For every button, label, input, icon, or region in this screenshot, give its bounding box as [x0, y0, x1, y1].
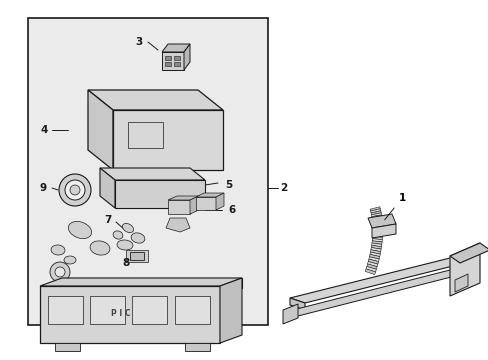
- Polygon shape: [367, 259, 378, 264]
- Ellipse shape: [122, 224, 133, 233]
- Polygon shape: [370, 245, 381, 249]
- Polygon shape: [130, 252, 143, 260]
- Polygon shape: [283, 304, 297, 324]
- Text: 3: 3: [136, 37, 142, 47]
- Ellipse shape: [64, 256, 76, 264]
- Polygon shape: [366, 264, 376, 269]
- Polygon shape: [368, 257, 378, 262]
- Polygon shape: [371, 215, 381, 219]
- Circle shape: [59, 174, 91, 206]
- Polygon shape: [370, 247, 380, 252]
- Text: 8: 8: [122, 258, 129, 268]
- Polygon shape: [55, 343, 80, 351]
- Circle shape: [65, 180, 85, 200]
- Polygon shape: [164, 62, 171, 66]
- Polygon shape: [372, 228, 382, 230]
- Polygon shape: [370, 250, 380, 254]
- Text: 9: 9: [40, 183, 47, 193]
- Ellipse shape: [51, 245, 65, 255]
- Polygon shape: [372, 221, 382, 224]
- Polygon shape: [174, 62, 180, 66]
- Polygon shape: [90, 296, 125, 324]
- Polygon shape: [40, 286, 220, 343]
- Polygon shape: [366, 266, 376, 272]
- Circle shape: [70, 185, 80, 195]
- Polygon shape: [371, 224, 395, 238]
- Polygon shape: [289, 258, 464, 303]
- Polygon shape: [62, 278, 242, 288]
- Polygon shape: [183, 44, 190, 70]
- Polygon shape: [190, 196, 199, 214]
- Polygon shape: [372, 234, 382, 237]
- Circle shape: [55, 267, 65, 277]
- Polygon shape: [113, 110, 223, 170]
- Polygon shape: [365, 269, 375, 275]
- Polygon shape: [175, 296, 209, 324]
- Polygon shape: [216, 193, 224, 210]
- Polygon shape: [40, 278, 242, 286]
- Text: 5: 5: [224, 180, 232, 190]
- Polygon shape: [168, 196, 199, 200]
- Polygon shape: [289, 298, 305, 310]
- Polygon shape: [164, 56, 171, 60]
- Polygon shape: [174, 56, 180, 60]
- Polygon shape: [88, 90, 113, 170]
- Ellipse shape: [90, 241, 110, 255]
- Ellipse shape: [113, 231, 122, 239]
- Polygon shape: [162, 52, 183, 70]
- Polygon shape: [372, 226, 382, 228]
- Polygon shape: [372, 230, 382, 233]
- Polygon shape: [100, 168, 115, 208]
- Polygon shape: [369, 207, 380, 211]
- Polygon shape: [126, 250, 148, 262]
- Ellipse shape: [131, 233, 144, 243]
- Polygon shape: [28, 18, 267, 325]
- Polygon shape: [370, 209, 380, 213]
- Polygon shape: [449, 243, 488, 263]
- Ellipse shape: [68, 221, 91, 239]
- Polygon shape: [168, 200, 190, 214]
- Text: P I C: P I C: [111, 309, 130, 318]
- Polygon shape: [372, 237, 382, 239]
- Polygon shape: [285, 270, 462, 316]
- Polygon shape: [367, 214, 395, 228]
- Polygon shape: [196, 193, 224, 197]
- Polygon shape: [184, 343, 209, 351]
- Polygon shape: [88, 90, 223, 110]
- Polygon shape: [371, 213, 381, 217]
- Ellipse shape: [117, 240, 133, 250]
- Text: 1: 1: [384, 193, 405, 220]
- Polygon shape: [370, 211, 381, 215]
- Polygon shape: [371, 243, 381, 247]
- Polygon shape: [372, 224, 382, 226]
- Polygon shape: [162, 44, 190, 52]
- Circle shape: [50, 262, 70, 282]
- Polygon shape: [371, 241, 382, 244]
- Polygon shape: [372, 232, 382, 235]
- Polygon shape: [100, 168, 204, 180]
- Polygon shape: [367, 261, 377, 267]
- Polygon shape: [369, 255, 379, 259]
- Polygon shape: [449, 243, 479, 296]
- Text: 7: 7: [104, 215, 112, 225]
- Polygon shape: [196, 197, 216, 210]
- Polygon shape: [371, 239, 382, 242]
- Polygon shape: [132, 296, 167, 324]
- Polygon shape: [165, 218, 190, 232]
- Text: 2: 2: [280, 183, 286, 193]
- Polygon shape: [371, 217, 382, 220]
- Polygon shape: [371, 219, 382, 222]
- Polygon shape: [454, 274, 467, 292]
- Polygon shape: [48, 296, 83, 324]
- Polygon shape: [115, 180, 204, 208]
- Text: 6: 6: [227, 205, 235, 215]
- Polygon shape: [369, 252, 380, 257]
- Text: 4: 4: [41, 125, 48, 135]
- Polygon shape: [220, 278, 242, 343]
